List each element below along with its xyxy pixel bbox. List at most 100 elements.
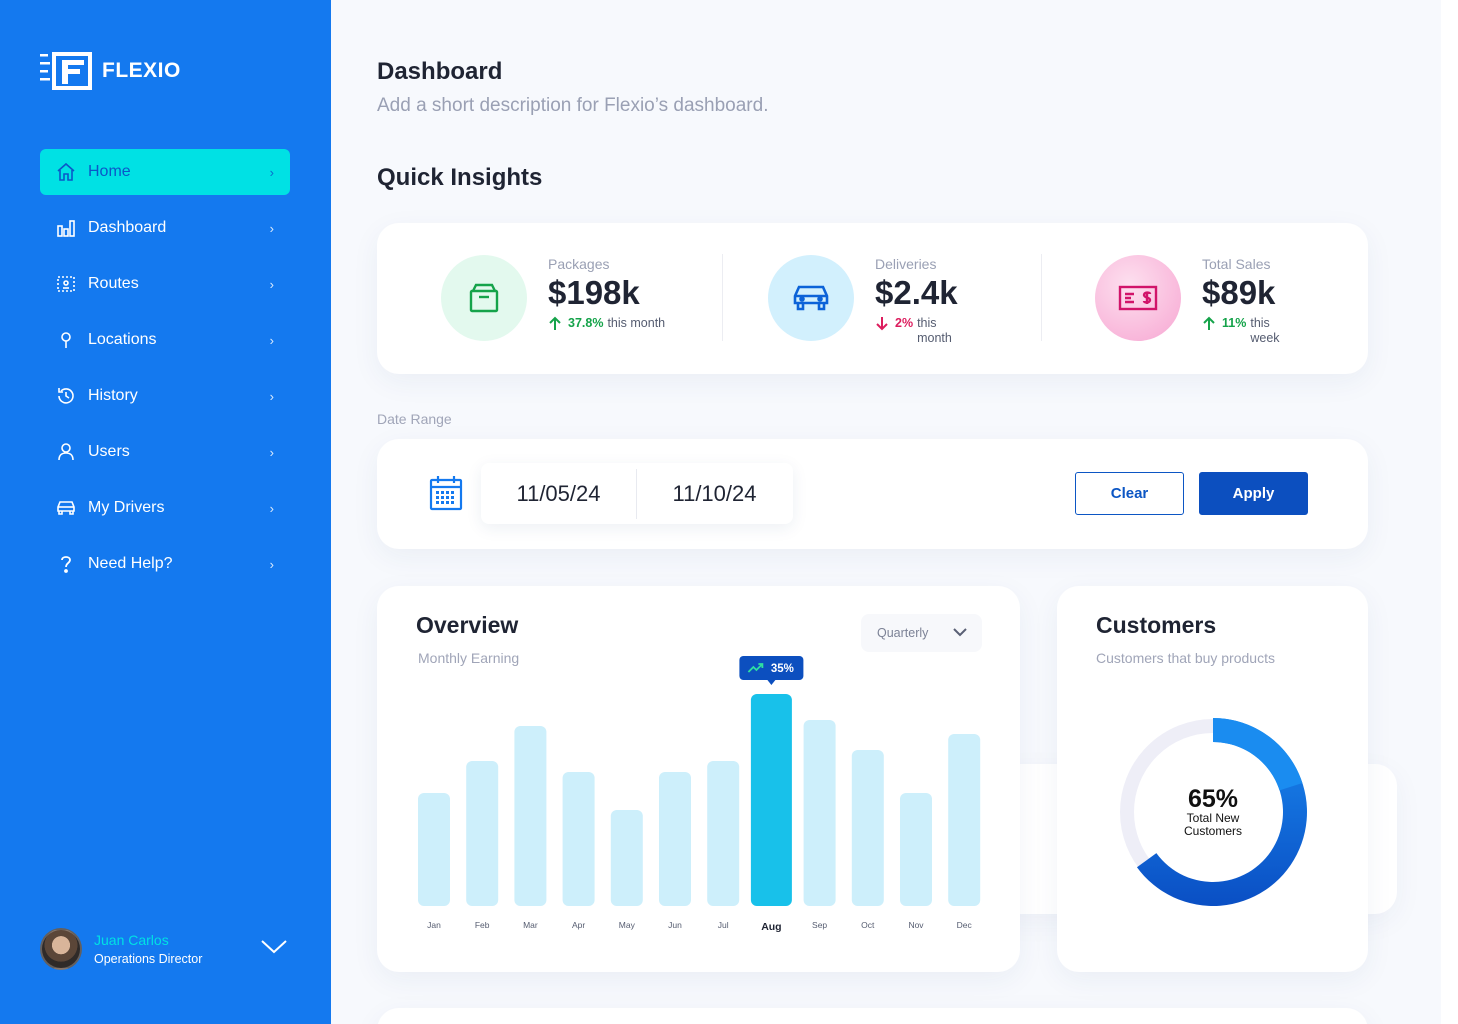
sidebar-item-my-drivers[interactable]: My Drivers › [40,485,290,531]
stat-label: Total Sales [1202,256,1271,272]
bar-jun[interactable] [659,772,691,906]
sidebar-item-home[interactable]: Home › [40,149,290,195]
customers-title: Customers [1096,612,1217,638]
start-date-field[interactable]: 11/05/24 [516,480,601,506]
date-range-label: Date Range [377,411,452,427]
chevron-right-icon: › [269,444,274,460]
arrow-up-icon [1202,316,1216,335]
stat-change-pct: 11% [1222,316,1247,330]
x-tick-label: Nov [908,920,924,930]
highlight-badge: 35% [739,656,804,685]
x-tick-label: Aug [761,921,781,933]
date-range-card: 11/05/24 11/10/24 Clear Apply [377,439,1368,549]
bar-jan[interactable] [418,793,450,906]
sidebar-item-need-help[interactable]: Need Help? › [40,541,290,587]
arrow-up-icon [548,316,562,335]
bottom-card [377,1008,1368,1024]
stat-label: Deliveries [875,256,937,272]
route-icon [56,274,76,294]
stat-packages: Packages $198k 37.8% this month [441,255,665,341]
logo[interactable]: FLEXIO [40,50,181,92]
divider [722,254,723,341]
bar-jul[interactable] [707,761,740,906]
stat-change: 11% this week [1202,316,1284,346]
map-pin-icon [56,330,76,350]
profile-role: Operations Director [94,952,203,966]
help-icon [56,554,76,574]
overview-title: Overview [416,612,519,638]
chevron-right-icon: › [269,164,274,180]
bar-dec[interactable] [948,734,981,906]
page-title: Dashboard [377,58,503,85]
bar-aug[interactable] [750,694,792,906]
bar-chart-icon [56,218,76,238]
bar-mar[interactable] [514,726,547,906]
stat-value: $89k [1202,274,1276,311]
sidebar-item-label: Need Help? [88,555,173,572]
quick-insights-title: Quick Insights [377,164,543,191]
bar-apr[interactable] [562,772,595,906]
x-tick-label: Sep [812,920,827,930]
user-profile[interactable]: Juan Carlos Operations Director [40,926,290,972]
x-tick-label: Oct [861,920,875,930]
x-tick-label: Feb [475,920,490,930]
sidebar-item-locations[interactable]: Locations › [40,317,290,363]
clear-button[interactable]: Clear [1075,472,1184,515]
profile-name: Juan Carlos [94,932,169,948]
donut-segment-highlight [1213,718,1303,791]
donut-label: Total New Customers [1183,811,1242,838]
sidebar-item-label: Home [88,163,131,180]
donut-center: 65% Total New Customers [1095,694,1331,930]
apply-button[interactable]: Apply [1199,472,1308,515]
sidebar: FLEXIO Home › Dashboard › Routes › [0,0,331,1024]
customers-card: Customers Customers that buy products 65… [1057,586,1368,972]
stat-change: 2% this month [875,316,959,346]
overview-card: Overview Monthly Earning Quarterly Jan Fe… [377,586,1020,972]
arrow-down-icon [875,316,889,335]
x-tick-label: Apr [572,920,585,930]
user-icon [56,442,76,462]
cash-icon [1095,255,1181,341]
end-date-field[interactable]: 11/10/24 [672,480,757,506]
avatar [40,928,82,970]
calendar-icon[interactable] [429,475,463,516]
car-icon [768,255,854,341]
customers-subtitle: Customers that buy products [1096,650,1275,666]
sidebar-item-history[interactable]: History › [40,373,290,419]
stat-total-sales: Total Sales $89k 11% this week [1095,255,1284,346]
bar-feb[interactable] [466,761,499,906]
bar-oct[interactable] [851,750,884,906]
monthly-earning-bar-chart: Jan Feb Mar Apr May Jun Jul Aug 35% Sep Oct Nov Dec [418,656,981,933]
divider [636,468,637,519]
page-description: Add a short description for Flexio’s das… [377,95,769,116]
chevron-right-icon: › [269,388,274,404]
stat-change: 37.8% this month [548,316,665,335]
bar-nov[interactable] [900,793,932,906]
stat-change-note: this month [607,316,666,330]
divider [1041,254,1042,341]
x-tick-label: Jan [427,920,441,930]
x-tick-label: May [619,920,636,930]
sidebar-nav: Home › Dashboard › Routes › Locations › [40,149,290,597]
sidebar-item-label: History [88,387,138,404]
chevron-right-icon: › [269,276,274,292]
date-range-input: 11/05/24 11/10/24 [481,463,793,524]
car-icon [56,498,76,518]
sidebar-item-routes[interactable]: Routes › [40,261,290,307]
stat-label: Packages [548,256,610,272]
sidebar-item-users[interactable]: Users › [40,429,290,475]
chevron-down-icon[interactable] [260,938,288,961]
stat-change-note: this month [917,316,952,345]
sidebar-item-dashboard[interactable]: Dashboard › [40,205,290,251]
sidebar-item-label: Dashboard [88,219,167,236]
stat-value: $198k [548,274,640,311]
sidebar-item-label: Locations [88,331,157,348]
package-icon [441,255,527,341]
chevron-right-icon: › [269,556,274,572]
bar-sep[interactable] [803,720,836,906]
chevron-down-icon [952,625,968,642]
bar-may[interactable] [610,810,643,906]
stat-change-pct: 37.8% [568,316,604,330]
quick-insights-card: Packages $198k 37.8% this month Deliveri… [377,223,1368,374]
period-select[interactable]: Quarterly [861,614,982,652]
